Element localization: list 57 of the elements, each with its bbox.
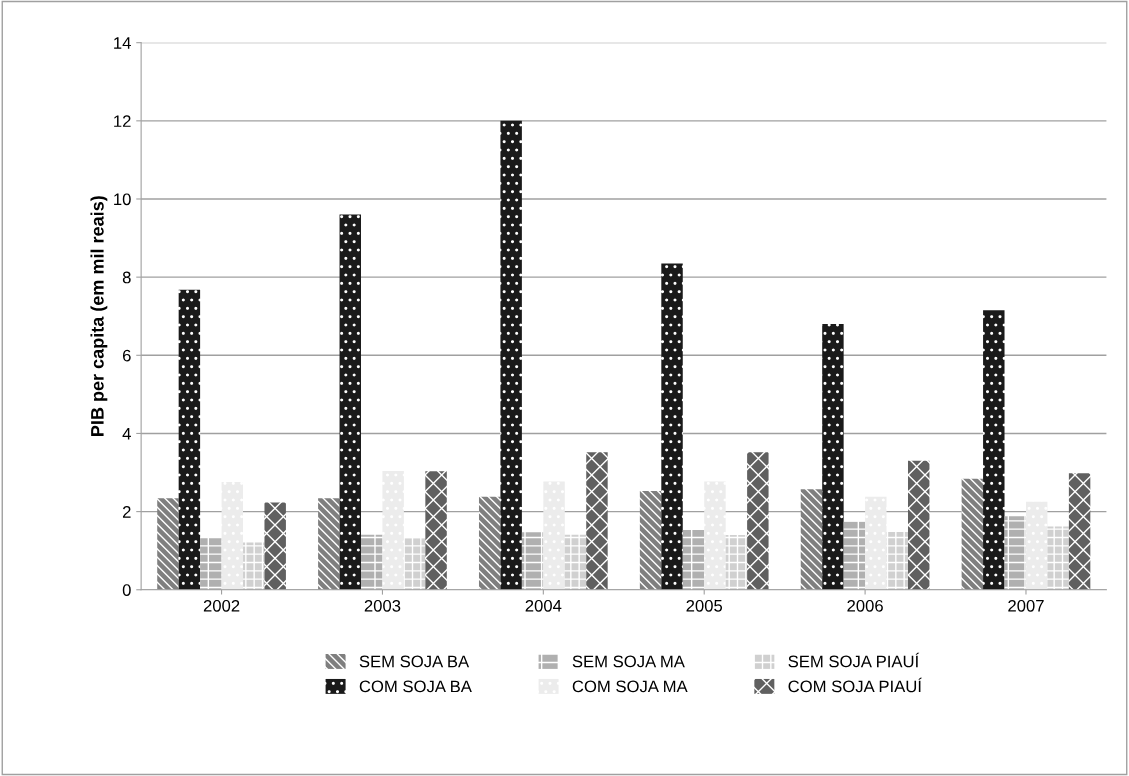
- bar: [1004, 516, 1026, 590]
- bar: [725, 535, 748, 590]
- bar: [682, 529, 705, 590]
- bar: [339, 214, 361, 590]
- bar: [800, 489, 823, 590]
- y-tick-label: 4: [122, 428, 131, 440]
- legend-label: COM SOJA PIAUÍ: [788, 677, 922, 693]
- bar: [961, 478, 984, 590]
- legend-label: SEM SOJA BA: [359, 655, 470, 668]
- bar: [425, 471, 447, 590]
- bar: [361, 534, 383, 590]
- bar: [822, 324, 844, 590]
- bar: [661, 263, 683, 590]
- x-tick-label: 2006: [847, 599, 883, 612]
- x-tick-label: 2004: [525, 599, 562, 612]
- bar: [908, 460, 930, 590]
- y-tick-label: 8: [122, 271, 131, 284]
- bar: [865, 496, 887, 590]
- bar: [403, 538, 426, 590]
- y-tick-label: 0: [122, 584, 131, 596]
- bar: [521, 532, 544, 590]
- x-tick-label: 2003: [364, 599, 401, 612]
- bar: [221, 481, 244, 590]
- bar: [886, 531, 908, 590]
- y-axis-title: PIB per capita (em mil reais): [90, 196, 108, 436]
- y-tick-label: 2: [122, 506, 131, 518]
- y-tick-label: 6: [122, 349, 131, 362]
- bar: [478, 496, 501, 590]
- bar: [704, 481, 726, 590]
- bar: [243, 542, 265, 590]
- legend-label: COM SOJA BA: [359, 680, 472, 693]
- bar: [200, 537, 222, 590]
- bar: [382, 470, 404, 590]
- bar: [157, 498, 179, 590]
- bar: [747, 452, 769, 590]
- bar: [1025, 501, 1048, 590]
- bar: [1068, 473, 1091, 590]
- y-tick-label: 12: [114, 115, 131, 127]
- legend-label: SEM SOJA PIAUÍ: [788, 652, 920, 668]
- bar: [318, 498, 340, 590]
- y-tick-label: 10: [114, 193, 131, 206]
- legend-label: SEM SOJA MA: [572, 655, 685, 668]
- bar: [564, 534, 587, 590]
- bar: [264, 502, 286, 590]
- y-tick-label: 14: [114, 37, 131, 49]
- x-tick-label: 2005: [686, 599, 723, 612]
- legend-label: COM SOJA MA: [572, 680, 688, 693]
- bar: [1047, 526, 1069, 590]
- bar: [586, 452, 608, 590]
- bar: [178, 289, 201, 590]
- bar: [500, 120, 522, 590]
- bar: [543, 481, 565, 590]
- x-tick-label: 2002: [203, 599, 240, 612]
- bar: [843, 521, 866, 590]
- bar: [639, 490, 662, 590]
- bar: [983, 310, 1005, 590]
- x-tick-label: 2007: [1008, 599, 1044, 612]
